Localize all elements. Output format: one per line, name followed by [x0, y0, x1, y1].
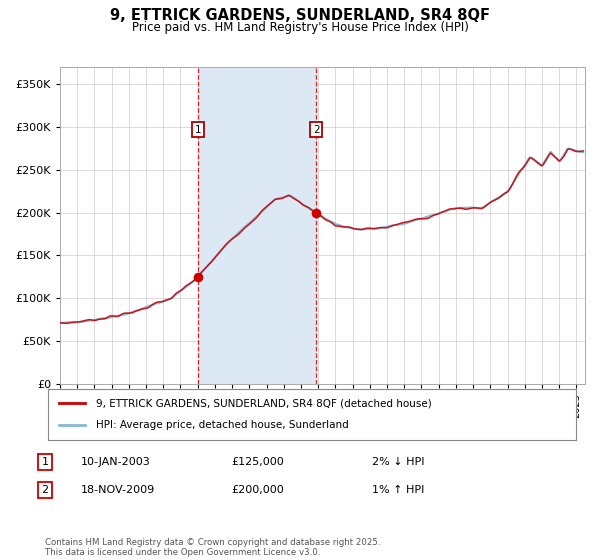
Text: 1: 1 — [195, 125, 202, 134]
Text: 18-NOV-2009: 18-NOV-2009 — [81, 485, 155, 495]
Text: 9, ETTRICK GARDENS, SUNDERLAND, SR4 8QF: 9, ETTRICK GARDENS, SUNDERLAND, SR4 8QF — [110, 8, 490, 24]
Text: 2: 2 — [313, 125, 319, 134]
Text: 10-JAN-2003: 10-JAN-2003 — [81, 457, 151, 467]
Text: 2% ↓ HPI: 2% ↓ HPI — [372, 457, 425, 467]
Text: Price paid vs. HM Land Registry's House Price Index (HPI): Price paid vs. HM Land Registry's House … — [131, 21, 469, 34]
Text: 9, ETTRICK GARDENS, SUNDERLAND, SR4 8QF (detached house): 9, ETTRICK GARDENS, SUNDERLAND, SR4 8QF … — [95, 398, 431, 408]
Text: Contains HM Land Registry data © Crown copyright and database right 2025.
This d: Contains HM Land Registry data © Crown c… — [45, 538, 380, 557]
Bar — [198, 67, 316, 384]
Text: 1: 1 — [41, 457, 49, 467]
Text: £125,000: £125,000 — [231, 457, 284, 467]
Text: 2: 2 — [41, 485, 49, 495]
Text: HPI: Average price, detached house, Sunderland: HPI: Average price, detached house, Sund… — [95, 421, 348, 431]
Text: 1% ↑ HPI: 1% ↑ HPI — [372, 485, 424, 495]
Text: £200,000: £200,000 — [231, 485, 284, 495]
